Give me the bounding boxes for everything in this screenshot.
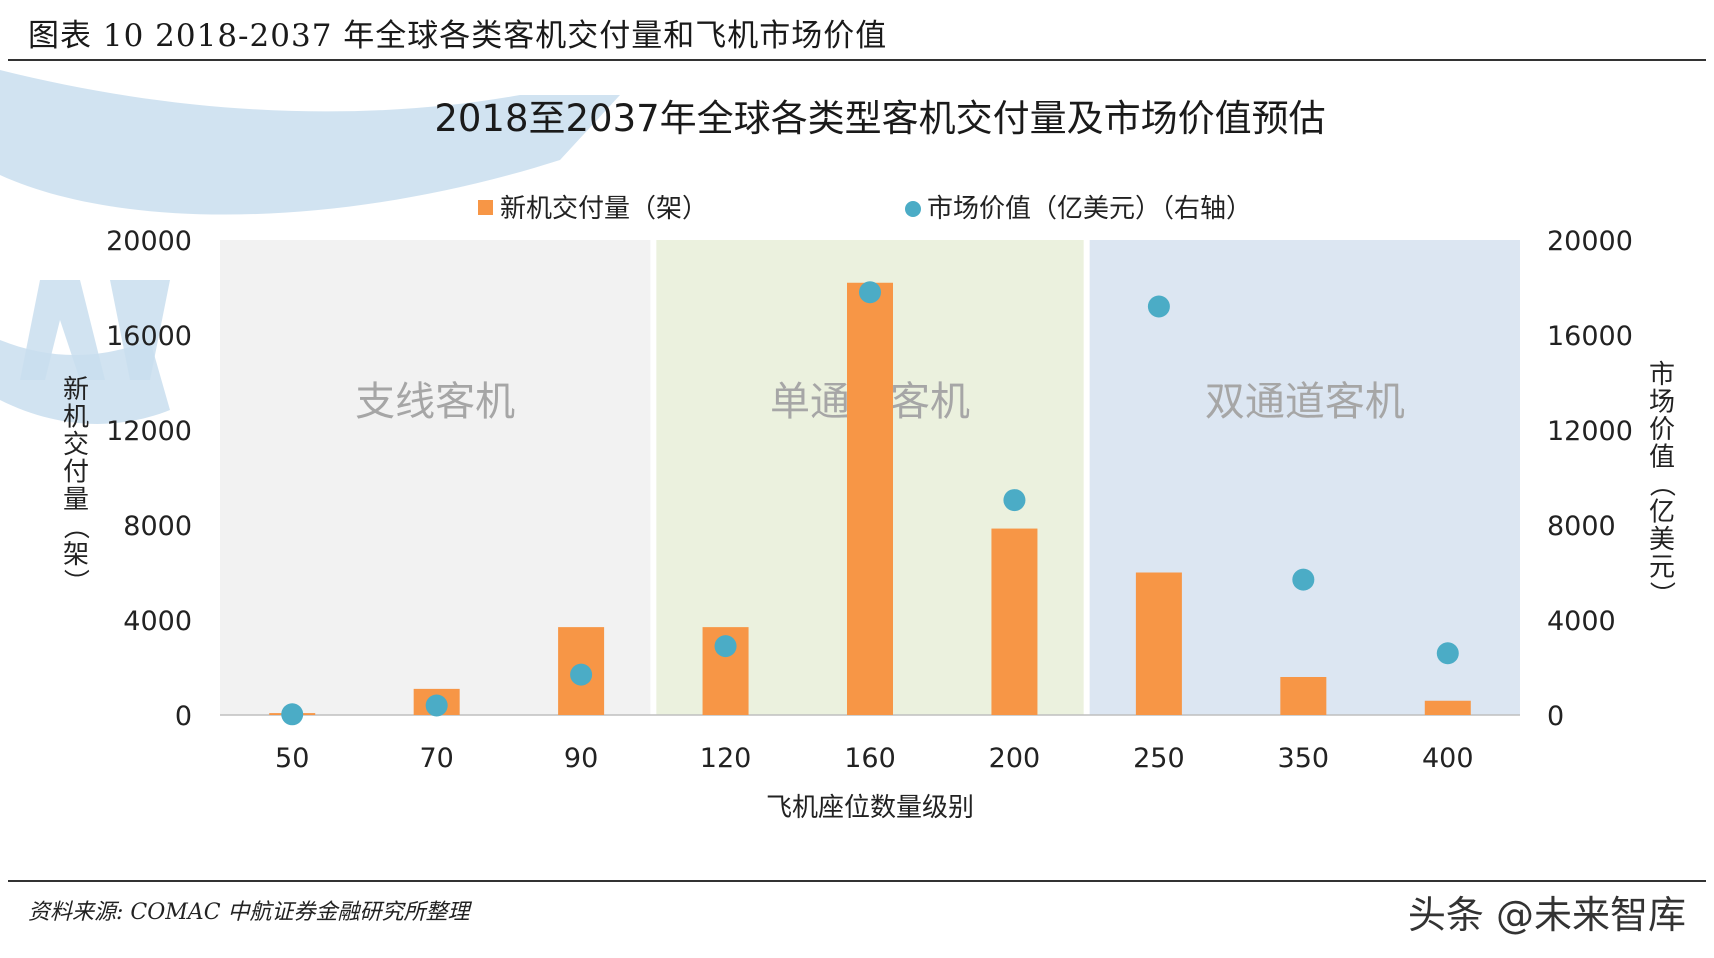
y-axis-title-char: ） [60,568,90,594]
y-axis-title-right-char: 场 [1649,388,1675,418]
bar-series [269,282,1471,715]
y-axis-title-right-char: 值 [1649,443,1675,473]
y-axis-title-right-char: （ [1646,471,1676,497]
x-tick-label: 250 [1133,743,1185,774]
right-axis-title: 市场价值（亿美元） [1646,360,1676,607]
scatter-point [714,635,737,658]
bar [1424,700,1471,715]
scatter-series [281,281,1459,726]
region-label: 支线客机 [355,379,515,425]
x-tick-label: 90 [564,743,598,774]
y-tick-label-right: 12000 [1547,416,1633,447]
y-tick-label: 4000 [123,606,192,637]
y-axis-title-right-char: ） [1646,581,1676,607]
legend-dot-swatch [905,201,921,217]
x-tick-label: 70 [419,743,453,774]
scatter-point [859,281,881,304]
y-tick-label: 8000 [123,511,192,542]
y-tick-label-right: 0 [1547,701,1564,732]
y-axis-title-char: 架 [63,540,89,570]
scatter-point [425,694,448,717]
y-tick-label: 12000 [106,416,192,447]
scatter-point [1436,642,1459,665]
legend: 新机交付量（架） 市场价值（亿美元）（右轴） [478,194,1252,224]
bar [991,528,1038,715]
figure-header: 图表 10 2018-2037 年全球各类客机交付量和飞机市场价值 [28,18,888,54]
legend-dot-label: 市场价值（亿美元）（右轴） [927,194,1252,224]
y-tick-label: 0 [175,701,192,732]
y-axis-title-right-char: 美 [1649,525,1675,555]
region-label: 双通道客机 [1205,379,1405,425]
x-tick-label: 350 [1278,743,1330,774]
source-note: 资料来源: COMAC 中航证券金融研究所整理 [28,900,470,925]
header-rule [8,59,1706,61]
y-axis-title-char: 量 [63,485,89,515]
bar [1280,677,1327,715]
x-tick-label: 400 [1422,743,1474,774]
bar [847,282,893,715]
y-axis-title-char: 机 [63,403,89,433]
x-tick-label: 160 [844,743,896,774]
y-tick-label: 20000 [106,226,192,257]
right-axis-ticks: 0 4000 8000 12000 16000 20000 [1547,226,1633,732]
y-tick-label-right: 4000 [1547,606,1616,637]
x-axis-ticks: 50 70 90 120 160 200 250 350 400 [275,743,1474,774]
y-axis-title-right-char: 元 [1649,553,1675,583]
x-tick-label: 50 [275,743,309,774]
left-axis-ticks: 0 4000 8000 12000 16000 20000 [106,226,192,732]
y-tick-label-right: 16000 [1547,321,1633,352]
y-axis-title-right-char: 亿 [1649,498,1675,528]
y-axis-title-right-char: 价 [1649,415,1675,445]
y-axis-title-char: 新 [63,375,89,405]
scatter-point [1003,489,1026,512]
y-axis-title-char: （ [60,513,90,539]
left-axis-title: 新机交付量（架） [60,375,90,595]
footer-rule [8,880,1706,882]
scatter-point [1147,295,1170,318]
scatter-point [1292,568,1315,591]
watermark-credit: 头条 @未来智库 [1407,893,1686,937]
x-tick-label: 120 [700,743,752,774]
y-tick-label-right: 8000 [1547,511,1616,542]
scatter-point [281,703,304,726]
y-tick-label-right: 20000 [1547,226,1633,257]
legend-bar-swatch [478,200,493,215]
legend-bar-label: 新机交付量（架） [500,194,708,224]
scatter-point [570,663,593,686]
x-axis-title: 飞机座位数量级别 [766,793,974,823]
y-axis-title-char: 付 [63,458,89,488]
bar [1135,572,1182,715]
y-tick-label: 16000 [106,321,192,352]
y-axis-title-char: 交 [63,430,89,460]
y-axis-title-right-char: 市 [1649,360,1675,390]
x-tick-label: 200 [989,743,1041,774]
chart-title: 2018至2037年全球各类型客机交付量及市场价值预估 [434,97,1325,140]
